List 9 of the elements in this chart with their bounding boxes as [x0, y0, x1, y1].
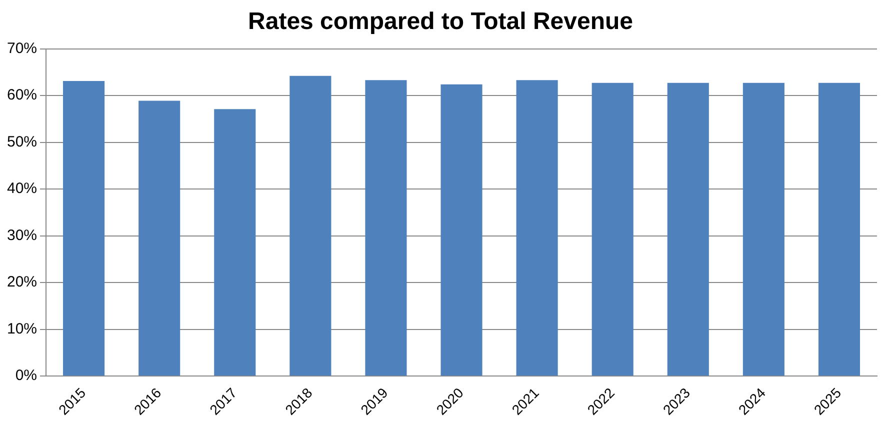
y-tick-label: 30%: [6, 226, 38, 244]
y-tick-label: 60%: [6, 86, 38, 104]
y-tick-label: 20%: [6, 274, 38, 291]
y-tick-label: 0%: [15, 367, 38, 384]
y-tick-label: 40%: [6, 180, 38, 198]
y-tick-label: 70%: [6, 40, 38, 57]
y-tick-label: 10%: [6, 320, 38, 338]
chart-title: Rates compared to Total Revenue: [248, 8, 633, 36]
y-tick-label: 50%: [6, 133, 38, 150]
